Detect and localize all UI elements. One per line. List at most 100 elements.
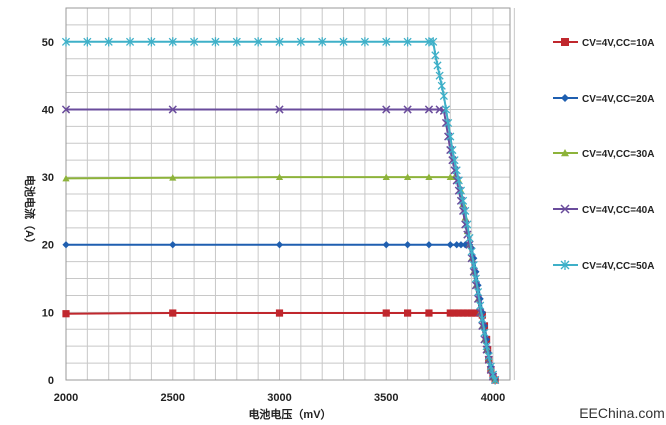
data-point: [491, 375, 500, 385]
data-point: [424, 105, 434, 114]
data-point: [459, 309, 467, 317]
y-tick-label: 0: [48, 375, 54, 387]
data-point: [480, 328, 489, 338]
y-tick-label: 20: [42, 240, 54, 252]
data-point: [147, 37, 156, 47]
legend-entry: CV=4V,CC=40A: [553, 204, 654, 216]
data-point: [435, 71, 444, 81]
data-point: [482, 341, 491, 351]
legend-label: CV=4V,CC=10A: [582, 38, 654, 49]
data-point: [275, 105, 284, 114]
data-point: [425, 309, 433, 317]
data-point: [468, 309, 476, 317]
data-point: [382, 241, 390, 249]
x-tick-label: 4000: [481, 392, 505, 404]
data-point: [478, 314, 487, 324]
data-point: [446, 131, 455, 142]
data-point: [382, 173, 390, 180]
data-point: [296, 37, 305, 47]
data-point: [472, 268, 480, 276]
data-point: [480, 322, 489, 330]
data-point: [459, 196, 468, 206]
data-point: [169, 309, 177, 317]
data-point: [484, 351, 493, 361]
data-point: [453, 241, 461, 249]
legend-label: CV=4V,CC=50A: [582, 261, 654, 272]
x-tick-label: 3000: [267, 392, 291, 404]
data-point: [431, 50, 440, 60]
data-point: [482, 335, 491, 344]
data-point: [561, 149, 569, 157]
data-point: [450, 155, 459, 165]
y-tick-label: 40: [42, 104, 54, 116]
legend-entry: CV=4V,CC=10A: [553, 38, 654, 49]
data-point: [403, 37, 412, 47]
data-point: [478, 308, 486, 316]
y-tick-label: 50: [42, 37, 54, 49]
data-point: [404, 173, 412, 180]
y-axis-label: 电池电流（A）: [23, 175, 37, 249]
data-point: [446, 309, 454, 317]
data-point: [561, 94, 569, 102]
legend-entry: CV=4V,CC=30A: [553, 149, 654, 160]
data-point: [561, 38, 569, 46]
grid-lines: [65, 7, 515, 381]
data-point: [382, 105, 391, 114]
axis-ticks: 2000 2500 3000 3500 4000 0 10 20 30 40 50: [42, 37, 505, 404]
data-point: [169, 174, 177, 181]
data-point: [454, 175, 463, 186]
x-tick-label: 2500: [161, 392, 185, 404]
series-5: [61, 37, 500, 385]
data-point: [471, 273, 480, 284]
data-point: [275, 37, 284, 47]
data-point: [463, 309, 471, 317]
data-point: [439, 91, 448, 101]
data-point: [472, 309, 480, 317]
x-axis-label: 电池电压（mV）: [248, 407, 331, 421]
data-point: [254, 37, 263, 47]
data-point: [470, 254, 478, 262]
data-point: [446, 241, 454, 249]
data-point: [168, 37, 177, 47]
data-point: [104, 37, 113, 47]
data-point: [425, 241, 433, 249]
data-point: [211, 37, 220, 47]
data-point: [429, 37, 438, 47]
data-point: [190, 37, 199, 47]
data-point: [125, 37, 135, 47]
data-point: [382, 37, 391, 47]
data-point: [425, 173, 433, 180]
y-tick-label: 30: [42, 172, 54, 184]
x-tick-label: 2000: [54, 392, 78, 404]
data-point: [467, 246, 476, 257]
y-tick-label: 10: [42, 307, 54, 319]
data-point: [465, 233, 474, 243]
data-point: [444, 118, 453, 128]
data-point: [437, 81, 446, 91]
data-point: [469, 260, 478, 270]
data-point: [62, 241, 70, 249]
data-point: [339, 37, 348, 47]
data-point: [463, 219, 472, 230]
data-point: [61, 105, 71, 114]
legend-label: CV=4V,CC=40A: [582, 205, 654, 216]
data-point: [61, 37, 71, 47]
data-point: [62, 174, 70, 182]
legend-entry: CV=4V,CC=50A: [553, 260, 654, 272]
data-point: [455, 309, 463, 317]
data-point: [275, 173, 284, 180]
data-point: [486, 361, 495, 372]
data-point: [404, 309, 412, 317]
data-point: [441, 104, 451, 115]
data-point: [560, 204, 570, 214]
legend: CV=4V,CC=10A CV=4V,CC=20A CV=4V,CC=30A CV=4…: [553, 38, 654, 272]
legend-label: CV=4V,CC=20A: [582, 94, 654, 105]
data-point: [382, 309, 390, 317]
data-point: [360, 37, 369, 47]
data-point: [62, 310, 70, 318]
data-point: [450, 309, 459, 317]
data-point: [433, 60, 442, 71]
legend-label: CV=4V,CC=30A: [582, 149, 654, 160]
data-point: [448, 145, 457, 155]
